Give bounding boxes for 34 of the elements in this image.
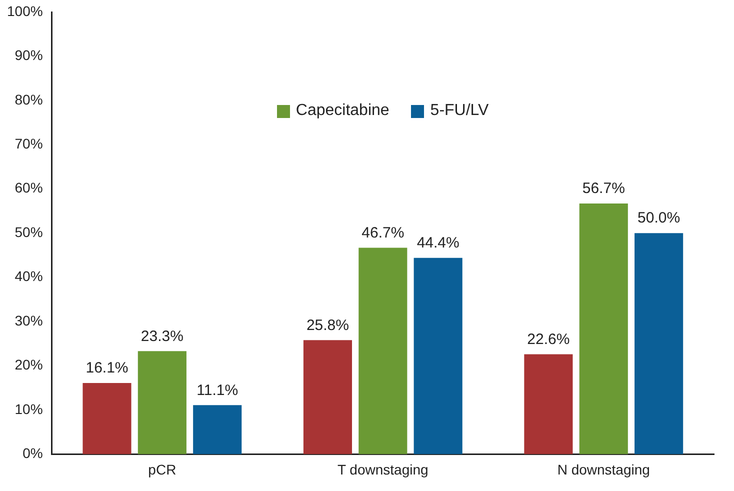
y-tick-label: 90%	[14, 47, 43, 64]
data-label: 22.6%	[527, 330, 570, 348]
data-label: 23.3%	[140, 328, 184, 345]
data-label: 46.7%	[362, 224, 404, 242]
y-tick-label: 50%	[14, 224, 43, 240]
data-label: 11.1%	[196, 382, 238, 399]
y-tick-label: 10%	[14, 400, 43, 417]
bar	[634, 233, 684, 454]
x-tick-label: N downstaging	[557, 461, 650, 478]
bar	[193, 405, 242, 454]
y-tick-label: 40%	[14, 268, 43, 284]
y-tick-label: 60%	[14, 180, 43, 196]
y-tick-label: 100%	[6, 2, 43, 19]
bar	[82, 383, 132, 454]
bar	[138, 351, 186, 454]
legend-label: Capecitabine	[296, 102, 390, 120]
bar	[414, 258, 462, 454]
bar	[358, 248, 408, 454]
y-tick-label: 30%	[14, 312, 43, 328]
x-tick-label: pCR	[148, 461, 176, 478]
y-tick-label: 70%	[14, 136, 43, 152]
bar	[303, 340, 352, 454]
data-label: 25.8%	[306, 316, 349, 334]
data-label: 50.0%	[638, 210, 680, 227]
bar	[579, 203, 628, 454]
y-tick-label: 20%	[14, 356, 43, 373]
y-tick-label: 80%	[14, 91, 43, 108]
data-label: 56.7%	[582, 180, 625, 198]
x-tick-label: T downstaging	[337, 461, 428, 478]
bar	[524, 354, 573, 454]
y-tick-label: 0%	[22, 445, 43, 462]
data-label: 16.1%	[86, 360, 128, 377]
legend-label: 5-FU/LV	[430, 102, 489, 120]
data-label: 44.4%	[416, 234, 460, 252]
